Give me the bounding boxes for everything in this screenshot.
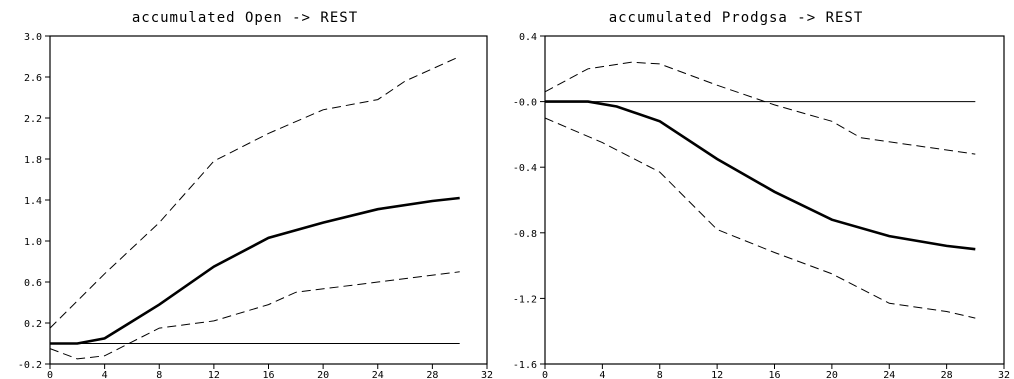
series-line-upper-band — [49, 56, 460, 329]
x-tick-label: 16 — [768, 370, 780, 379]
y-tick-label: -0.4 — [513, 163, 537, 174]
y-tick-label: -0.8 — [513, 229, 537, 240]
y-tick-label: -0.0 — [513, 98, 537, 109]
x-tick-label: 32 — [481, 370, 493, 379]
y-tick-label: 0.2 — [24, 319, 42, 330]
y-tick-label: 1.8 — [24, 155, 42, 166]
x-tick-label: 28 — [426, 370, 438, 379]
chart-panel-open-rest: accumulated Open -> REST -0.2 0.2 0.6 1.0 1.4… — [18, 10, 493, 379]
x-tick-label: 24 — [883, 370, 895, 379]
chart-title: accumulated Open -> REST — [132, 10, 358, 26]
series-line-lower-band — [49, 271, 460, 360]
y-tick-label: -1.2 — [513, 294, 537, 305]
x-tick-label: 32 — [998, 370, 1010, 379]
x-tick-label: 0 — [47, 370, 53, 379]
x-tick-label: 12 — [208, 370, 220, 379]
x-tick-label: 24 — [372, 370, 384, 379]
chart-panel-prodgsa-rest: accumulated Prodgsa -> REST -1.6 -1.2 -0.8 -… — [513, 10, 1010, 379]
y-tick-label: 0.6 — [24, 278, 42, 289]
plot-frame — [544, 35, 1005, 365]
x-tick-label: 20 — [317, 370, 329, 379]
x-tick-label: 4 — [102, 370, 108, 379]
chart-title: accumulated Prodgsa -> REST — [609, 10, 864, 26]
y-tick-label: 2.6 — [24, 73, 42, 84]
y-tick-label: 1.0 — [24, 237, 42, 248]
series-line-lower-band — [544, 117, 976, 319]
y-tick-label: 2.2 — [24, 114, 42, 125]
series-line-upper-band — [544, 61, 976, 155]
x-tick-label: 20 — [826, 370, 838, 379]
x-tick-label: 12 — [711, 370, 723, 379]
x-tick-label: 28 — [941, 370, 953, 379]
y-tick-label: -1.6 — [513, 360, 537, 371]
series-line-response — [545, 100, 976, 251]
y-tick-label: -0.2 — [18, 360, 42, 371]
x-tick-label: 0 — [542, 370, 548, 379]
y-tick-label: 1.4 — [24, 196, 42, 207]
plot-frame — [49, 35, 488, 365]
x-tick-label: 8 — [657, 370, 663, 379]
y-tick-label: 0.4 — [519, 32, 537, 43]
x-tick-label: 16 — [262, 370, 274, 379]
x-tick-label: 4 — [599, 370, 605, 379]
series-line-response — [50, 196, 460, 345]
y-tick-label: 3.0 — [24, 32, 42, 43]
x-tick-label: 8 — [156, 370, 162, 379]
